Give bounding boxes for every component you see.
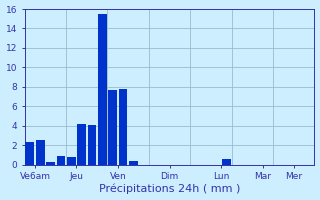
Bar bbox=[77, 124, 86, 165]
Bar bbox=[46, 162, 55, 165]
Bar bbox=[57, 156, 65, 165]
X-axis label: Précipitations 24h ( mm ): Précipitations 24h ( mm ) bbox=[99, 184, 240, 194]
Bar bbox=[222, 159, 231, 165]
Bar bbox=[36, 140, 44, 165]
Bar bbox=[119, 89, 127, 165]
Bar bbox=[26, 142, 34, 165]
Bar bbox=[67, 157, 76, 165]
Bar bbox=[108, 90, 117, 165]
Bar bbox=[88, 125, 96, 165]
Bar bbox=[98, 14, 107, 165]
Bar bbox=[129, 161, 138, 165]
